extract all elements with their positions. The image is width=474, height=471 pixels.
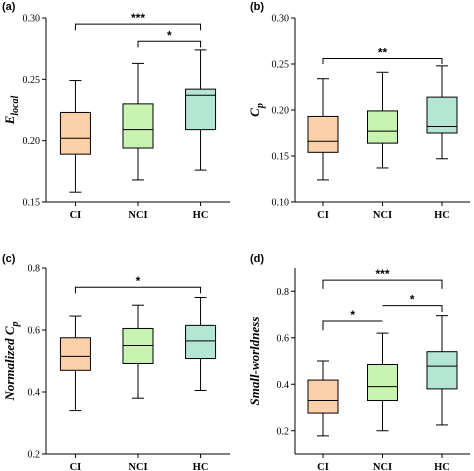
- y-axis-label: Cp: [247, 103, 266, 117]
- x-tick-label: NCI: [373, 210, 392, 221]
- box-hc: [426, 315, 458, 426]
- iqr-box: [59, 337, 91, 371]
- significance-label: *: [167, 28, 172, 42]
- panel-label: (d): [250, 253, 264, 265]
- y-tick-label: 0.6: [277, 333, 290, 344]
- bracket-line: [322, 57, 443, 64]
- box-ci: [59, 80, 91, 193]
- significance-label: ***: [375, 267, 389, 281]
- iqr-box: [426, 351, 458, 390]
- bracket-line: [322, 279, 443, 289]
- box-hc: [185, 296, 217, 391]
- x-tick-label: NCI: [128, 462, 147, 471]
- significance-label: *: [136, 274, 141, 288]
- bracket-line: [137, 40, 202, 48]
- iqr-box: [426, 96, 458, 134]
- iqr-box: [307, 379, 339, 414]
- y-tick-label: 0.25: [272, 60, 290, 71]
- x-tick-label: HC: [193, 210, 209, 221]
- box-nci: [367, 332, 398, 432]
- panel-label: (c): [2, 253, 16, 265]
- significance-bracket: *: [382, 293, 443, 313]
- iqr-box: [122, 103, 154, 149]
- significance-label: ***: [131, 11, 145, 25]
- y-tick-label: 0.20: [23, 136, 41, 147]
- x-tick-label: CI: [70, 210, 82, 221]
- y-axis-label: Small-worldness: [247, 317, 262, 406]
- significance-label: **: [378, 45, 388, 59]
- y-axis-label: Normalized Cp: [2, 321, 21, 401]
- chart-panel-4: (d)0.20.40.60.8CI NCI HCSmall-worldness***…: [247, 253, 470, 471]
- box-nci: [122, 304, 154, 399]
- y-tick-label: 0.20: [272, 106, 290, 117]
- iqr-box: [367, 110, 398, 144]
- y-tick-label: 0.30: [23, 14, 41, 25]
- chart-panel-3: (c) 0.2 0.4 0.6 0.8 CI NCI HC Normalized Cp *: [2, 253, 230, 471]
- x-tick-label: CI: [317, 462, 329, 471]
- significance-bracket: *: [137, 28, 202, 48]
- y-tick-label: 0.15: [23, 198, 41, 209]
- y-tick-label: 0.4: [277, 380, 290, 391]
- x-tick-label: NCI: [128, 210, 147, 221]
- box-nci: [367, 71, 398, 169]
- x-tick-label: CI: [70, 462, 82, 471]
- x-tick-label: HC: [434, 210, 450, 221]
- x-tick-label: HC: [434, 462, 450, 471]
- iqr-box: [185, 324, 217, 360]
- significance-bracket: **: [322, 45, 443, 64]
- chart-panel-2: (b) 0.10 0.15 0.20 0.25 0.30 CI NCI HC Cp **: [247, 1, 470, 221]
- y-tick-label: 0.4: [28, 388, 41, 399]
- box-hc: [426, 65, 458, 160]
- y-tick-label: 0.10: [272, 198, 290, 209]
- box-ci: [59, 315, 91, 412]
- significance-label: *: [350, 308, 355, 322]
- iqr-box: [185, 88, 217, 131]
- iqr-box: [59, 111, 91, 155]
- y-tick-label: 0.8: [277, 287, 290, 298]
- box-hc: [185, 49, 217, 171]
- bracket-line: [322, 320, 383, 331]
- bracket-line: [74, 286, 202, 294]
- iqr-box: [307, 115, 339, 153]
- y-tick-label: 0.6: [28, 326, 41, 337]
- panel-label: (a): [2, 1, 16, 13]
- y-tick-label: 0.25: [23, 75, 41, 86]
- significance-bracket: ***: [74, 11, 202, 31]
- y-tick-label: 0.30: [272, 14, 290, 25]
- box-ci: [307, 360, 339, 437]
- significance-bracket: ***: [322, 267, 443, 289]
- x-tick-label: NCI: [373, 462, 392, 471]
- significance-bracket: *: [74, 274, 202, 294]
- x-tick-label: CI: [317, 210, 329, 221]
- y-axis-label: Elocal: [2, 95, 21, 125]
- panel-label: (b): [250, 1, 264, 13]
- bracket-line: [382, 305, 443, 313]
- bracket-line: [74, 23, 202, 31]
- box-ci: [307, 78, 339, 181]
- iqr-box: [367, 363, 398, 402]
- y-tick-label: 0.8: [28, 264, 41, 275]
- box-nci: [122, 62, 154, 181]
- significance-label: *: [410, 293, 415, 307]
- x-tick-label: HC: [193, 462, 209, 471]
- significance-bracket: *: [322, 308, 383, 331]
- y-tick-label: 0.2: [277, 426, 290, 437]
- y-tick-label: 0.15: [272, 152, 290, 163]
- y-tick-label: 0.2: [28, 450, 41, 461]
